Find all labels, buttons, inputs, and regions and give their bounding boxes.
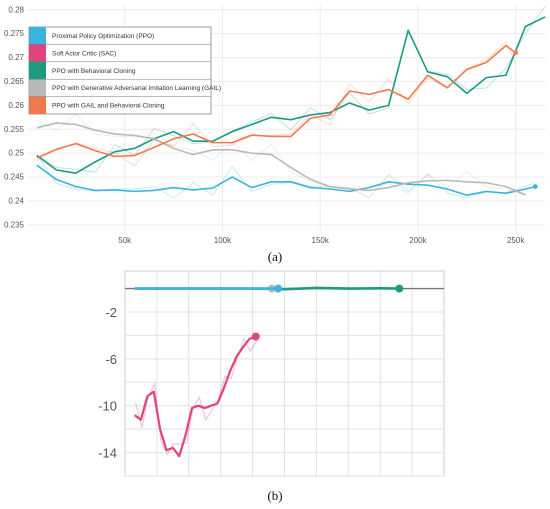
end-point-ppo (532, 184, 538, 190)
y-tick-label: 0.24 (8, 196, 24, 205)
legend-swatch-gail (29, 79, 46, 97)
legend-box (28, 26, 212, 115)
x-tick-label: 100k (214, 236, 232, 245)
y-tick-label: 0.26 (8, 101, 24, 110)
end-point-ppo (274, 284, 283, 293)
legend-label-sac: Soft Actor Critic (SAC) (52, 50, 116, 57)
series-line-bc (36, 16, 546, 175)
legend-label-gail: PPO with Generative Adversarial Imitatio… (52, 85, 221, 92)
series-raw-sac (134, 337, 258, 456)
legend-swatch-bc (29, 61, 46, 80)
grid-b (125, 271, 444, 477)
series-group-b (133, 284, 404, 458)
x-tick-label: 200k (409, 236, 427, 245)
end-point-bc (395, 284, 404, 293)
y-tick-label: 0.28 (8, 5, 24, 14)
legend-swatch-gail_bc (29, 96, 46, 114)
legend-swatch-ppo (29, 27, 46, 45)
series-line-ppo (36, 164, 536, 197)
panel-b-label: (b) (267, 488, 282, 503)
y-tick-label: 0.235 (4, 220, 25, 229)
y-tick-label: -10 (98, 399, 117, 414)
y-tick-label: 0.27 (8, 53, 24, 62)
y-tick-label: -2 (105, 305, 117, 320)
y-tick-label: 0.25 (8, 149, 24, 158)
y-tick-label: 0.255 (4, 125, 25, 134)
y-tick-label: 0.275 (4, 29, 25, 38)
x-tick-label: 50k (118, 236, 132, 245)
x-tick-label: 250k (507, 236, 525, 245)
y-tick-label: 0.245 (4, 173, 25, 182)
series-line-sac (133, 335, 257, 458)
y-tick-label: 0.265 (4, 77, 25, 86)
legend-label-ppo: Proximal Policy Optimization (PPO) (52, 33, 154, 40)
legend-swatch-sac (29, 44, 46, 62)
series-raw-bc (36, 6, 546, 173)
series-raw-gail_bc (36, 40, 517, 167)
series-raw-gail (36, 113, 526, 196)
chart-panel-b: -2 -6 -10 -14 (98, 270, 445, 477)
series-line-gail_bc (36, 44, 517, 159)
end-point-sac (251, 332, 260, 341)
end-point-gail_bc (513, 50, 519, 56)
panel-a-label: (a) (268, 249, 282, 264)
legend-label-gail_bc: PPO with GAIL and Behavioral Cloning (52, 103, 165, 110)
y-tick-label: -6 (105, 352, 117, 367)
series-group-a (36, 6, 546, 199)
legend: Proximal Policy Optimization (PPO) Soft A… (28, 26, 221, 115)
chart-panel-a: 0.235 0.24 0.245 0.25 0.255 0.26 0.265 0.27 0.27… (4, 5, 546, 245)
y-tick-label: -14 (98, 446, 117, 461)
tick-labels-b: -2 -6 -10 -14 (98, 305, 117, 461)
legend-label-bc: PPO with Behavioral Cloning (52, 68, 136, 75)
x-tick-label: 150k (312, 236, 330, 245)
series-line-gail (36, 122, 526, 196)
tick-labels-a: 0.235 0.24 0.245 0.25 0.255 0.26 0.265 0.27 0.27… (4, 5, 525, 245)
